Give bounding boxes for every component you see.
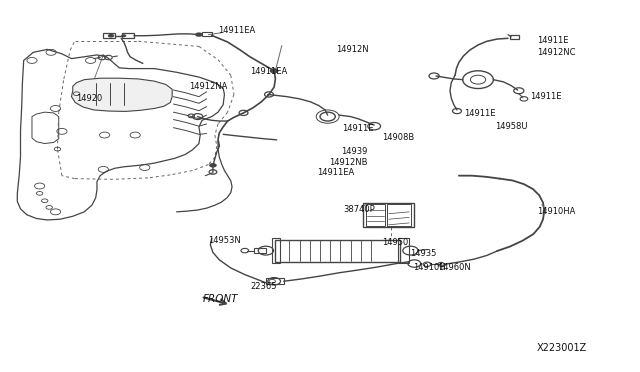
Text: 14950: 14950 xyxy=(383,238,409,247)
Text: 14920: 14920 xyxy=(77,94,103,103)
Bar xyxy=(202,32,212,36)
Circle shape xyxy=(209,163,217,167)
Bar xyxy=(122,33,134,38)
Text: 14958U: 14958U xyxy=(495,122,528,131)
Polygon shape xyxy=(72,78,172,112)
Text: 22365: 22365 xyxy=(250,282,276,291)
Text: 14911E: 14911E xyxy=(464,109,495,118)
Text: 14911EA: 14911EA xyxy=(317,168,355,177)
Text: 14910HA: 14910HA xyxy=(537,206,575,216)
Text: X223001Z: X223001Z xyxy=(537,343,587,353)
Bar xyxy=(103,33,115,38)
Circle shape xyxy=(195,32,203,37)
Bar xyxy=(510,35,519,39)
Circle shape xyxy=(121,34,126,37)
Bar xyxy=(266,278,284,284)
Text: 14912NA: 14912NA xyxy=(189,82,228,91)
Text: 14912NB: 14912NB xyxy=(330,157,368,167)
Text: 14912N: 14912N xyxy=(336,45,369,54)
Bar xyxy=(272,238,280,263)
Bar xyxy=(364,203,414,227)
Bar xyxy=(366,205,385,226)
Bar xyxy=(275,240,399,262)
Bar xyxy=(387,205,411,226)
Circle shape xyxy=(108,34,114,38)
Text: 14911E: 14911E xyxy=(531,92,562,101)
Text: 14939: 14939 xyxy=(341,147,367,156)
Text: 14911EA: 14911EA xyxy=(250,67,287,76)
Text: 14911E: 14911E xyxy=(537,36,568,45)
Text: 14911EA: 14911EA xyxy=(218,26,255,35)
Text: 14960N: 14960N xyxy=(438,263,471,272)
Text: 14911E: 14911E xyxy=(342,124,374,133)
Text: 14912NC: 14912NC xyxy=(537,48,575,57)
Text: FRONT: FRONT xyxy=(203,294,238,304)
Text: 14935: 14935 xyxy=(410,249,437,258)
Text: 14953N: 14953N xyxy=(209,236,241,245)
Bar xyxy=(253,248,266,253)
Text: 14908B: 14908B xyxy=(383,133,415,142)
Bar xyxy=(397,238,409,263)
Circle shape xyxy=(269,68,278,73)
Text: 38740P: 38740P xyxy=(343,205,374,214)
Text: 14910H: 14910H xyxy=(413,263,445,272)
